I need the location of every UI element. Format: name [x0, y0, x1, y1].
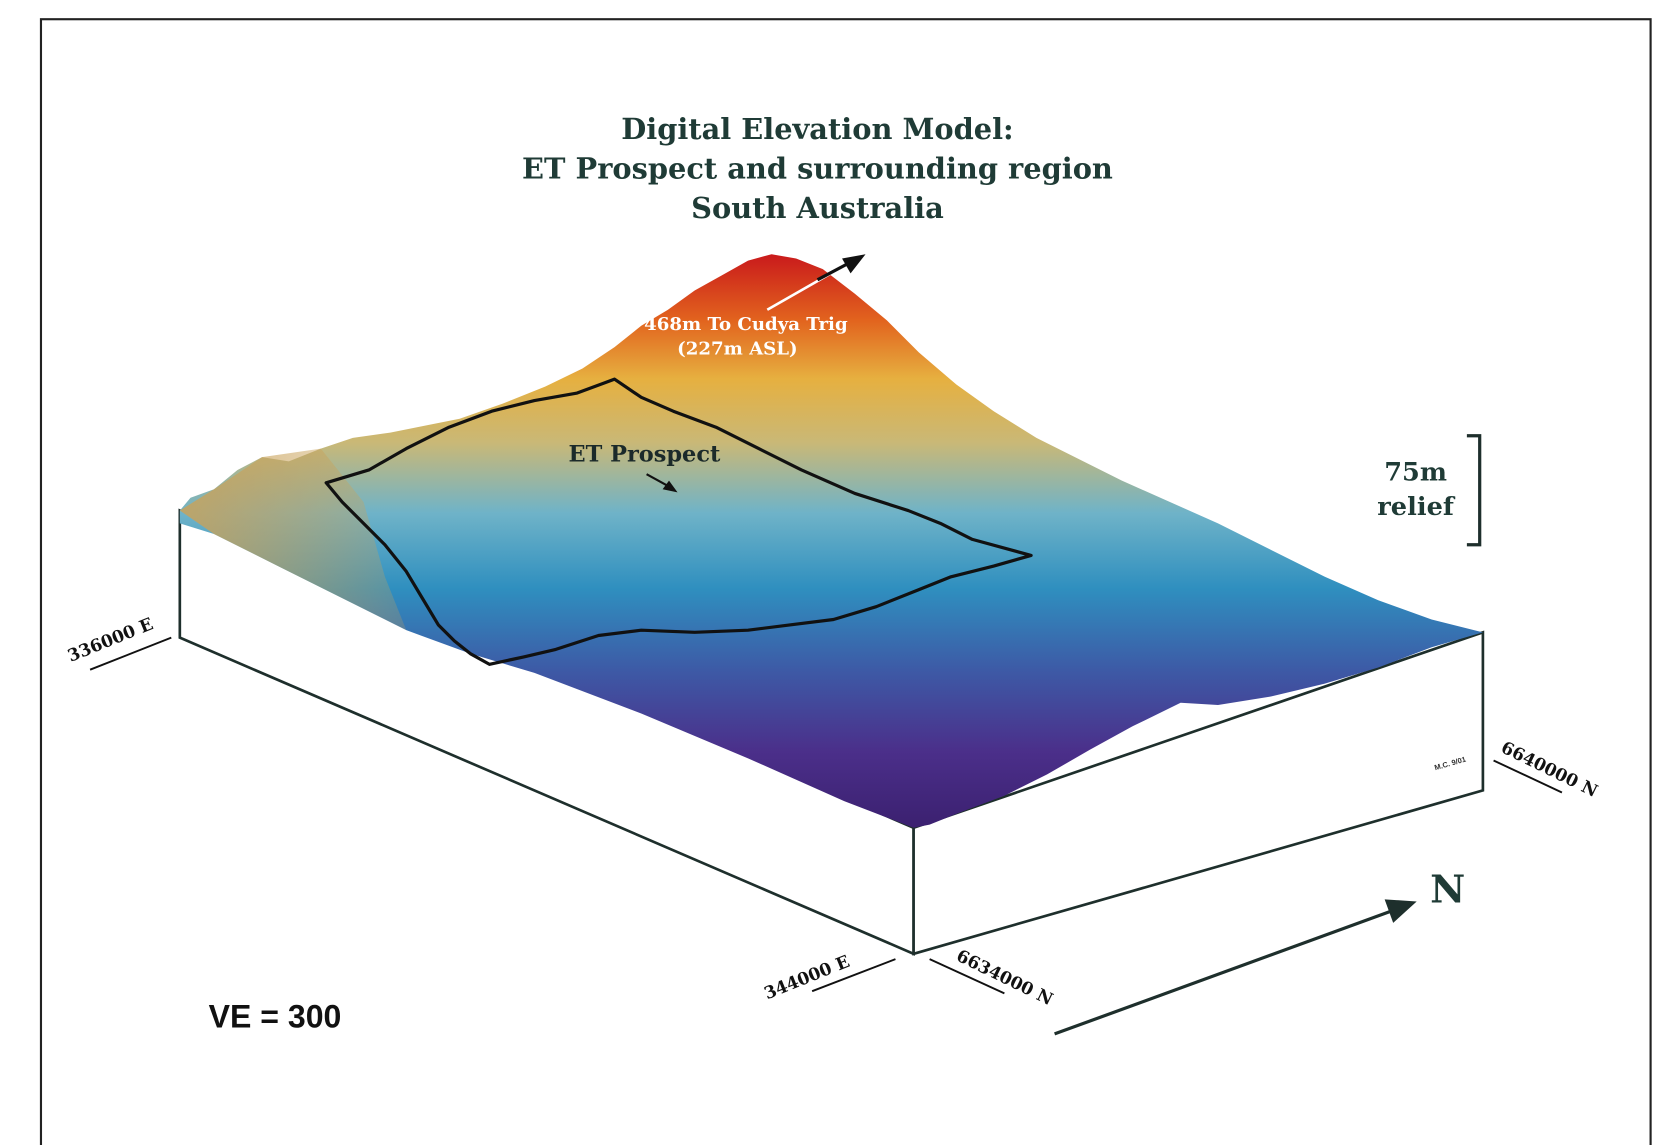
north-label: N	[1430, 868, 1465, 913]
coord-label: 344000 E	[761, 952, 852, 1004]
page: { "header": { "title_lines": ["Digital E…	[0, 0, 1667, 1145]
title-line: ET Prospect and surrounding region	[522, 151, 1113, 185]
relief-label: 75m	[1384, 458, 1447, 488]
coord-label: 6634000 N	[953, 946, 1056, 1010]
trig-label: (227m ASL)	[677, 339, 797, 360]
relief-bracket	[1467, 436, 1480, 545]
title-line: Digital Elevation Model:	[621, 112, 1013, 146]
prospect-label: ET Prospect	[569, 441, 721, 467]
coord-label: 336000 E	[65, 614, 156, 666]
north-arrow	[1055, 910, 1395, 1034]
ve-label: VE = 300	[209, 999, 342, 1035]
relief-label: relief	[1377, 492, 1456, 522]
trig-label: 468m To Cudya Trig	[644, 314, 848, 335]
trig-arrowhead	[842, 254, 865, 273]
title-line: South Australia	[691, 191, 944, 225]
diagram: Digital Elevation Model: ET Prospect and…	[0, 0, 1667, 1145]
north-arrowhead	[1385, 899, 1417, 922]
